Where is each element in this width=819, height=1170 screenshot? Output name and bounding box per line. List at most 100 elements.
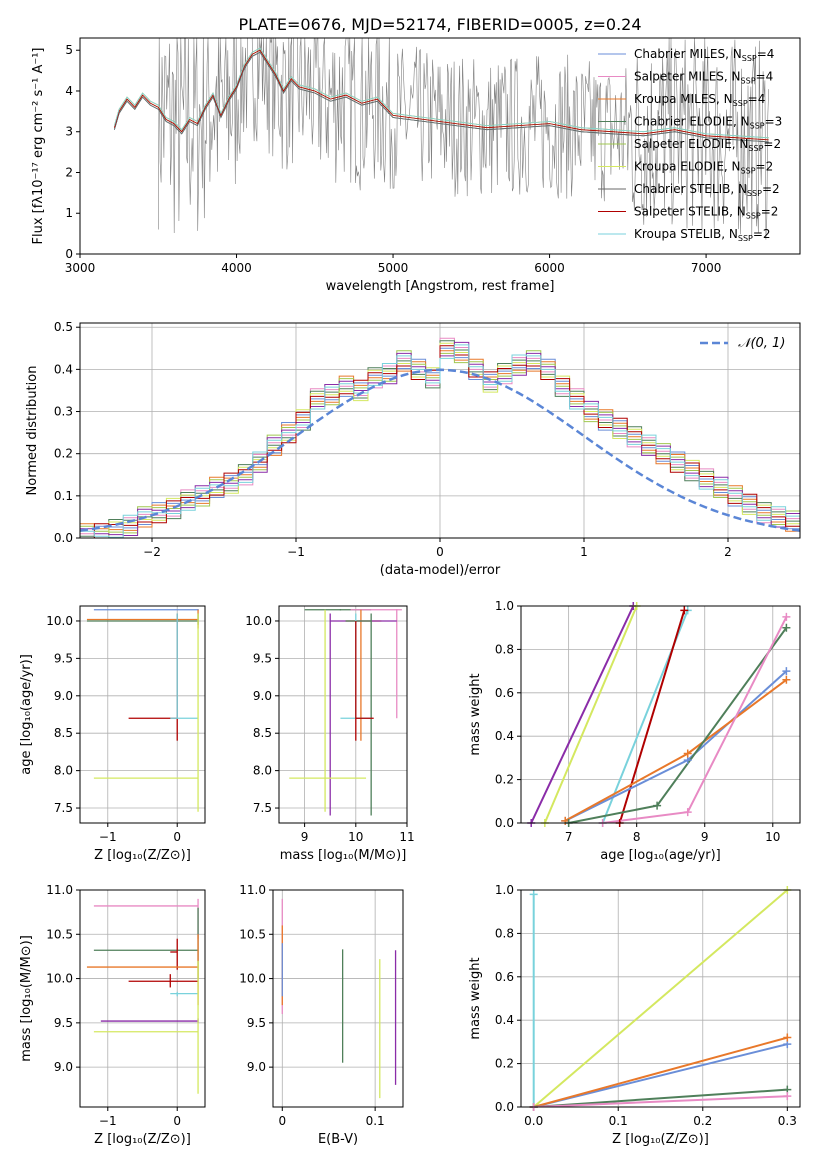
legend-entry: Kroupa ELODIE, NSSP=2	[634, 160, 773, 176]
axes-frame	[520, 605, 801, 824]
mass-weight-line	[533, 1088, 788, 1107]
x-tick-label: 7000	[691, 261, 722, 275]
mass-weight-marker	[782, 675, 791, 684]
x-tick-label: 0	[278, 1114, 286, 1128]
x-tick-label: 0	[436, 545, 444, 559]
y-tick-label: 9.0	[247, 1060, 266, 1074]
x-tick-label: 0.1	[609, 1114, 628, 1128]
x-axis-label: Z [log₁₀(Z/Z⊙)]	[612, 1132, 709, 1147]
mass-weight-line	[618, 610, 686, 823]
axes-frame	[79, 889, 206, 1108]
x-tick-label: −2	[143, 545, 161, 559]
x-tick-label: 11	[399, 830, 414, 844]
y-tick-label: 0.6	[495, 970, 514, 984]
y-tick-label: 1.0	[495, 883, 514, 897]
x-tick-label: 0.1	[366, 1114, 385, 1128]
plot-area	[289, 608, 402, 816]
mass-weight-vs-age-panel: 7 8 9 10 0.0 0.2 0.4 0.6 0.8 1.0 age [log₁₀(age/yr…	[468, 599, 801, 863]
x-axis-label: (data-model)/error	[380, 563, 501, 578]
mass-vs-z-panel: −1 0 9.0 9.5 10.0 10.5 11.0 Z [log₁₀(Z/Z⊙)] mass…	[19, 883, 206, 1147]
gaussian-curve	[80, 368, 800, 532]
x-tick-label: 9	[301, 830, 309, 844]
mass-weight-line	[530, 606, 635, 823]
y-tick-label: 0.0	[495, 816, 514, 830]
plot-area	[532, 890, 788, 1107]
y-tick-label: 9.0	[54, 1060, 73, 1074]
axes-frame	[272, 889, 404, 1108]
plot-area	[530, 606, 788, 823]
y-tick-label: 9.5	[54, 1016, 73, 1030]
legend-entry: Salpeter MILES, NSSP=4	[634, 70, 773, 86]
mass-weight-marker	[683, 749, 692, 758]
y-axis-label: mass weight	[468, 673, 483, 755]
mass-weight-line	[602, 616, 788, 823]
x-tick-label: 0.3	[778, 1114, 797, 1128]
y-tick-label: 0.4	[54, 362, 73, 376]
y-tick-label: 5	[65, 43, 73, 57]
x-tick-label: −1	[287, 545, 305, 559]
mass-weight-line	[533, 1036, 788, 1107]
legend-entry: Chabrier ELODIE, NSSP=3	[634, 115, 782, 131]
x-tick-label: 10	[765, 830, 780, 844]
x-tick-label: 5000	[378, 261, 409, 275]
legend-entry: 𝒩(0, 1)	[738, 336, 785, 351]
plot-area	[114, 38, 769, 240]
plot-area	[86, 608, 199, 812]
x-tick-label: 8	[633, 830, 641, 844]
x-tick-label: −1	[99, 830, 117, 844]
mass-weight-line	[568, 627, 788, 823]
y-axis-label: Normed distribution	[25, 366, 40, 496]
y-tick-label: 10.5	[46, 927, 73, 941]
y-tick-label: 0.4	[495, 1013, 514, 1027]
x-tick-label: 9	[701, 830, 709, 844]
x-tick-label: −1	[99, 1114, 117, 1128]
y-tick-label: 9.0	[54, 689, 73, 703]
y-tick-label: 8.0	[253, 764, 272, 778]
mass-vs-ebv-panel: 0 0.1 9.0 9.5 10.0 10.5 11.0 E(B-V)	[239, 883, 404, 1147]
model-fit-line	[114, 47, 769, 139]
mass-weight-marker	[680, 606, 689, 615]
age-vs-z-panel: −1 0 7.5 8.0 8.5 9.0 9.5 10.0 Z [log₁₀(Z/Z⊙)] age…	[19, 605, 206, 863]
mass-weight-marker	[653, 801, 662, 810]
y-axis-label: mass weight	[468, 957, 483, 1039]
y-tick-label: 0.3	[54, 405, 73, 419]
x-tick-label: 0	[173, 830, 181, 844]
x-axis-label: Z [log₁₀(Z/Z⊙)]	[94, 848, 191, 863]
model-fit-line	[114, 49, 769, 141]
age-vs-mass-panel: 9 10 11 7.5 8.0 8.5 9.0 9.5 10.0 mass [log₁₀(M/M⊙…	[245, 605, 415, 863]
mass-weight-line	[533, 890, 788, 1107]
mass-weight-marker	[782, 667, 791, 676]
y-axis-label: mass [log₁₀(M/M⊙)]	[19, 935, 34, 1062]
mass-weight-line	[564, 670, 788, 822]
y-tick-label: 4	[65, 84, 73, 98]
legend: Chabrier MILES, NSSP=4 Salpeter MILES, NS…	[598, 47, 782, 243]
y-tick-label: 0.1	[54, 489, 73, 503]
y-tick-label: 0	[65, 247, 73, 261]
mass-weight-marker	[782, 623, 791, 632]
y-tick-label: 10.0	[245, 614, 272, 628]
x-axis-label: age [log₁₀(age/yr)]	[600, 848, 721, 863]
x-axis-label: E(B-V)	[318, 1132, 358, 1147]
y-tick-label: 10.0	[46, 614, 73, 628]
y-axis-label: age [log₁₀(age/yr)]	[19, 654, 34, 775]
x-tick-label: 10	[348, 830, 363, 844]
y-tick-label: 9.5	[54, 651, 73, 665]
x-axis-label: wavelength [Angstrom, rest frame]	[326, 279, 555, 294]
mass-weight-marker	[529, 890, 538, 899]
y-tick-label: 1	[65, 206, 73, 220]
model-fit-line	[114, 51, 769, 143]
legend-entry: Chabrier STELIB, NSSP=2	[634, 182, 780, 198]
y-tick-label: 8.0	[54, 764, 73, 778]
residual-histogram-panel: −2 −1 0 1 2 0.0 0.1 0.2 0.3 0.4 0.5 (data-model)/er…	[25, 320, 801, 578]
mass-weight-marker	[782, 612, 791, 621]
mass-weight-marker	[683, 808, 692, 817]
y-tick-label: 0.0	[495, 1100, 514, 1114]
y-tick-label: 0.8	[495, 642, 514, 656]
x-tick-label: 0.0	[524, 1114, 543, 1128]
y-tick-label: 3	[65, 125, 73, 139]
axes-frame	[79, 322, 801, 539]
y-tick-label: 10.0	[46, 972, 73, 986]
plot-area	[281, 898, 397, 1099]
mass-weight-line	[533, 1043, 788, 1107]
